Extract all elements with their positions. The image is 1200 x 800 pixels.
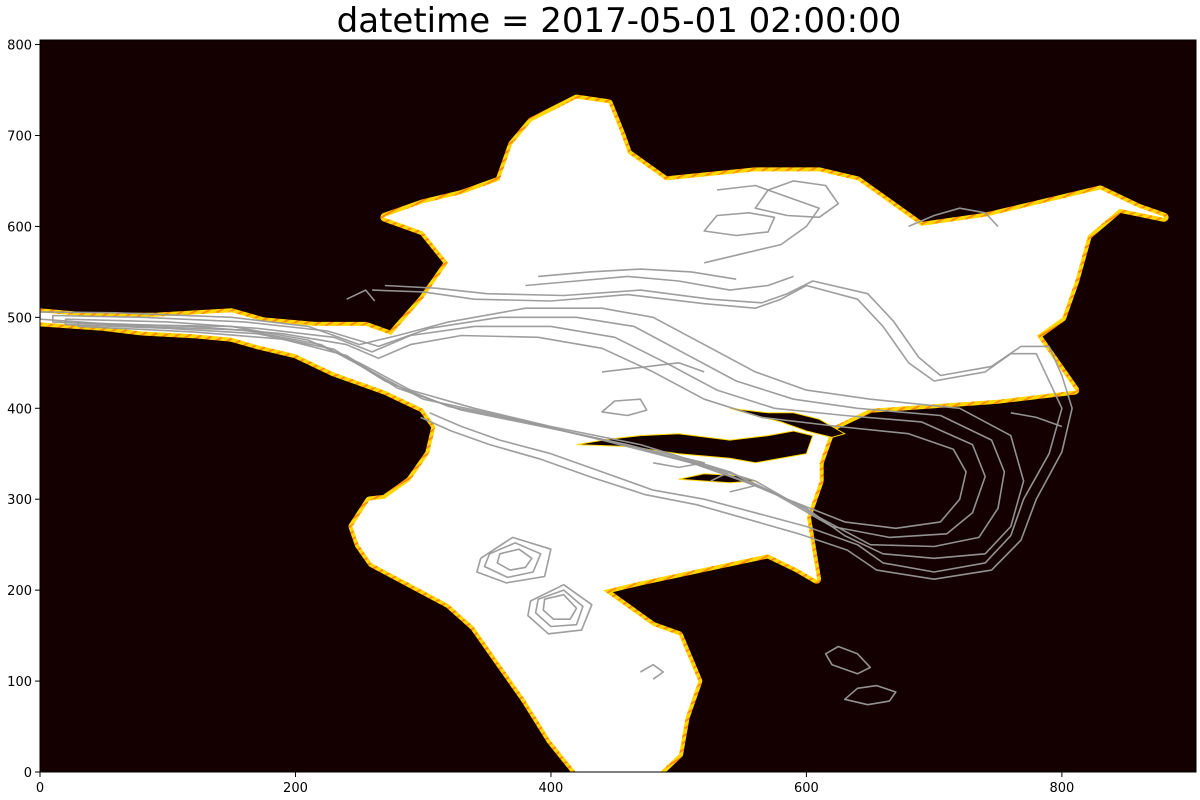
x-tick-label: 0 (36, 781, 44, 796)
y-tick-label: 100 (7, 675, 32, 690)
contour-line-3 (77, 322, 967, 530)
plot-layer (40, 94, 1169, 772)
contour-line-23 (843, 684, 897, 706)
y-tick-label: 300 (7, 493, 32, 508)
contour-line-15 (534, 589, 584, 628)
x-tick-label: 400 (539, 781, 564, 796)
y-tick-label: 0 (24, 766, 32, 781)
x-tick-label: 800 (1049, 781, 1074, 796)
x-tick-label: 600 (794, 781, 819, 796)
contour-line-17 (601, 362, 705, 373)
contour-line-18 (601, 398, 648, 417)
y-tick-label: 700 (7, 129, 32, 144)
contour-line-13 (476, 536, 552, 584)
contour-line-9 (754, 180, 840, 219)
x-axis: 0 200 400 600 800 (36, 772, 1074, 796)
region-hole-0 (576, 430, 814, 464)
contour-line-24 (908, 207, 999, 228)
contour-line-22 (640, 663, 665, 680)
y-tick-label: 600 (7, 220, 32, 235)
contour-line-20 (710, 471, 757, 493)
contour-line-16 (527, 583, 593, 635)
y-tick-label: 500 (7, 311, 32, 326)
region-fill (40, 98, 1165, 772)
contour-line-12 (483, 542, 542, 579)
y-tick-label: 800 (7, 39, 32, 54)
contour-line-14 (542, 593, 578, 620)
contour-line-25 (1010, 412, 1063, 428)
contour-line-26 (346, 289, 376, 302)
contour-line-6 (525, 275, 794, 291)
chart-title: datetime = 2017-05-01 02:00:00 (337, 1, 902, 41)
contour-line-10 (703, 212, 776, 237)
contour-line-7 (538, 268, 737, 280)
contour-line-21 (824, 645, 872, 675)
y-tick-label: 400 (7, 402, 32, 417)
contour-line-4 (372, 284, 1063, 573)
x-tick-label: 200 (283, 781, 308, 796)
plot-frame (39, 39, 1197, 773)
contour-line-5 (384, 280, 1073, 580)
y-axis: 0 100 200 300 400 500 600 700 800 (7, 39, 40, 781)
contour-line-19 (652, 457, 705, 469)
y-tick-label: 200 (7, 584, 32, 599)
contour-line-11 (496, 548, 533, 571)
contour-line-0 (40, 307, 1025, 560)
